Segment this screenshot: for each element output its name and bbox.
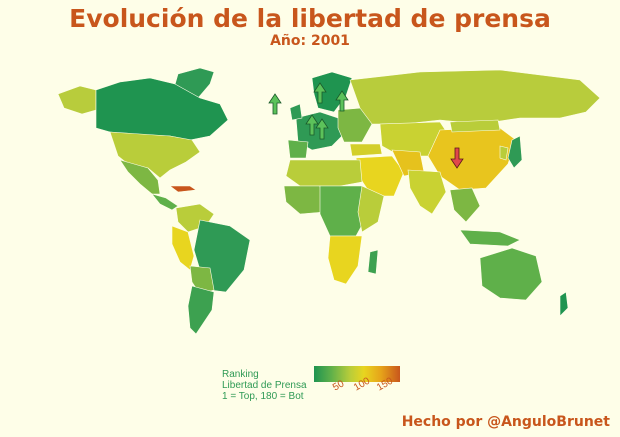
caribbean xyxy=(169,185,197,193)
legend-line-1: Ranking xyxy=(222,369,259,380)
china xyxy=(427,127,517,191)
north-africa xyxy=(285,159,363,187)
korea xyxy=(499,145,509,161)
canada xyxy=(95,77,229,141)
up-arrow-icon xyxy=(268,93,282,115)
up-arrow-icon xyxy=(315,118,329,140)
alaska xyxy=(57,85,97,115)
legend-label: Ranking Libertad de Prensa 1 = Top, 180 … xyxy=(222,369,307,402)
east-africa xyxy=(357,185,385,233)
new-zealand xyxy=(559,291,569,317)
west-africa xyxy=(283,185,325,215)
mongolia xyxy=(449,119,501,133)
india xyxy=(407,169,447,215)
southern-africa xyxy=(327,235,363,285)
down-arrow-icon xyxy=(450,147,464,169)
page-title: Evolución de la libertad de prensa xyxy=(69,4,551,33)
up-arrow-icon xyxy=(305,114,319,136)
indonesia xyxy=(459,229,521,247)
up-arrow-icon xyxy=(313,82,327,104)
russia xyxy=(349,69,601,125)
mexico xyxy=(119,159,161,195)
usa xyxy=(109,131,201,179)
year-subtitle: Año: 2001 xyxy=(270,33,350,49)
central-america xyxy=(151,193,179,211)
legend-line-3: 1 = Top, 180 = Bot xyxy=(222,391,304,402)
uk xyxy=(289,103,303,121)
japan xyxy=(507,135,523,169)
peru xyxy=(171,225,195,271)
southeast-asia xyxy=(449,187,481,223)
madagascar xyxy=(367,249,379,275)
argentina-chile xyxy=(187,285,215,335)
turkey xyxy=(349,143,383,157)
up-arrow-icon xyxy=(335,90,349,112)
legend-line-2: Libertad de Prensa xyxy=(222,380,307,391)
australia xyxy=(479,247,543,301)
iberia xyxy=(287,139,309,159)
author-credit: Hecho por @AnguloBrunet xyxy=(401,414,610,430)
legend-color-scale xyxy=(314,366,400,382)
